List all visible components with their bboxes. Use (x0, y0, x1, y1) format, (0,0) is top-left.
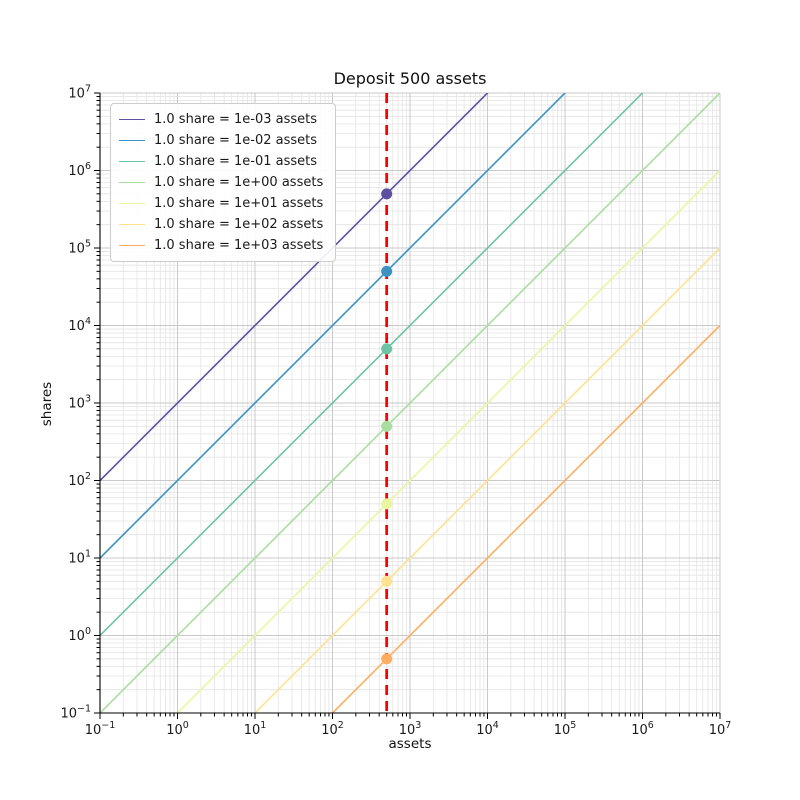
y-tick-label: 102 (68, 471, 91, 489)
marker-3 (381, 420, 393, 432)
y-tick-label: 105 (68, 239, 91, 257)
series-line-1 (100, 93, 567, 559)
marker-0 (381, 188, 393, 200)
tick-labels: 10−110−1 100 100 101 101 102 102 103 103 104 104 10… (60, 84, 731, 739)
legend-entry-5: 1.0 share = 1e+02 assets (119, 214, 323, 235)
legend-entry-6: 1.0 share = 1e+03 assets (119, 235, 323, 256)
chart-title: Deposit 500 assets (333, 69, 487, 88)
series-line-0 (100, 93, 489, 482)
legend-entry-2: 1.0 share = 1e-01 assets (119, 151, 323, 172)
x-tick-label: 100 (166, 720, 189, 738)
x-tick-label: 105 (554, 720, 577, 738)
series-line-5 (253, 247, 720, 713)
legend-entry-4: 1.0 share = 1e+01 assets (119, 193, 323, 214)
y-tick-label: 10−1 (60, 704, 91, 722)
legend-line-swatch (119, 140, 145, 141)
legend: 1.0 share = 1e-03 assets 1.0 share = 1e-0… (110, 103, 337, 262)
intersection-markers (381, 188, 393, 665)
x-axis-label: assets (388, 736, 432, 752)
x-tick-label: 103 (399, 720, 422, 738)
marker-4 (381, 498, 393, 510)
x-tick-label: 104 (476, 720, 499, 738)
series-lines (100, 93, 720, 713)
y-tick-label: 107 (68, 84, 91, 102)
legend-line-swatch (119, 245, 145, 246)
legend-entry-label: 1.0 share = 1e-01 assets (154, 154, 318, 169)
legend-entry-label: 1.0 share = 1e+00 assets (154, 175, 324, 190)
legend-line-swatch (119, 119, 145, 120)
legend-line-swatch (119, 203, 145, 204)
legend-entry-label: 1.0 share = 1e+02 assets (154, 217, 324, 232)
marker-1 (381, 265, 393, 277)
legend-entry-label: 1.0 share = 1e-03 assets (154, 112, 318, 127)
marker-5 (381, 575, 393, 587)
legend-line-swatch (119, 161, 145, 162)
legend-line-swatch (119, 182, 145, 183)
y-tick-label: 101 (68, 549, 91, 567)
series-line-2 (100, 93, 644, 637)
legend-entry-3: 1.0 share = 1e+00 assets (119, 172, 323, 193)
x-tick-label: 107 (709, 720, 732, 738)
x-tick-label: 106 (631, 720, 654, 738)
marker-2 (381, 343, 393, 355)
series-line-6 (331, 324, 720, 713)
series-line-3 (100, 93, 720, 713)
y-tick-label: 106 (68, 161, 91, 179)
legend-entry-label: 1.0 share = 1e-02 assets (154, 133, 318, 148)
legend-entry-label: 1.0 share = 1e+01 assets (154, 196, 324, 211)
legend-entry-0: 1.0 share = 1e-03 assets (119, 109, 323, 130)
x-tick-label: 102 (321, 720, 344, 738)
legend-line-swatch (119, 224, 145, 225)
marker-6 (381, 653, 393, 665)
x-tick-label: 10−1 (85, 720, 116, 738)
legend-entry-1: 1.0 share = 1e-02 assets (119, 130, 323, 151)
legend-entry-label: 1.0 share = 1e+03 assets (154, 238, 324, 253)
y-tick-label: 104 (68, 316, 91, 334)
y-tick-label: 103 (68, 394, 91, 412)
series-line-4 (176, 169, 720, 713)
x-tick-label: 101 (244, 720, 267, 738)
axis-ticks (94, 92, 721, 719)
y-tick-label: 100 (68, 626, 91, 644)
